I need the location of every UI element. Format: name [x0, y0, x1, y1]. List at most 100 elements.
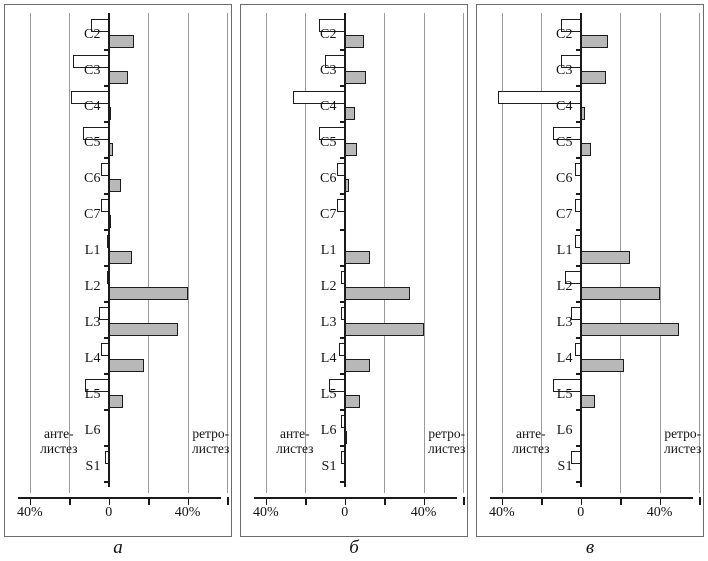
bar-antelisthesis	[104, 451, 109, 464]
bar-retrolisthesis	[344, 107, 355, 120]
bar-rows: C2 C3 C4 C5 C6 C7 L1 L2 L3 L4 L5 L6 S1	[254, 13, 457, 493]
axis-tick	[339, 157, 345, 159]
bar-row: S1	[18, 449, 221, 485]
bar-row: L6	[490, 413, 693, 449]
level-label-l4: L4	[556, 351, 573, 366]
axis-tick	[575, 121, 581, 123]
bar-antelisthesis	[336, 199, 345, 212]
axis-tick	[339, 49, 345, 51]
bar-retrolisthesis	[344, 323, 424, 336]
x-axis-tick	[620, 497, 622, 505]
bar-antelisthesis	[83, 127, 109, 140]
retrolisthesis-caption-line1: ретро-	[192, 425, 230, 441]
chart-panel-a: C2 C3 C4 C5 C6 C7 L1 L2 L3 L4 L5 L6 S1 анте-листез рет…	[0, 0, 236, 561]
level-label-l5: L5	[320, 387, 337, 402]
bar-row: L5	[18, 377, 221, 413]
axis-tick	[339, 337, 345, 339]
level-label-l1: L1	[556, 243, 573, 258]
level-label-l6: L6	[556, 423, 573, 438]
bar-retrolisthesis	[108, 251, 133, 264]
antelisthesis-caption: анте-листез	[496, 426, 566, 456]
bar-antelisthesis	[574, 235, 581, 248]
level-label-c7: C7	[83, 207, 101, 222]
gridline	[148, 13, 150, 493]
gridline	[541, 13, 543, 493]
panel-frame: C2 C3 C4 C5 C6 C7 L1 L2 L3 L4 L5 L6 S1 анте-листез рет…	[476, 4, 704, 537]
x-axis-tick	[501, 497, 504, 505]
bar-row: C3	[490, 53, 693, 89]
bar-row: L6	[254, 413, 457, 449]
bar-antelisthesis	[90, 19, 109, 32]
antelisthesis-caption-line2: листез	[40, 440, 78, 456]
axis-tick	[103, 301, 109, 303]
bar-antelisthesis	[570, 307, 581, 320]
bar-row: L2	[18, 269, 221, 305]
x-axis-line	[254, 497, 457, 499]
axis-tick	[103, 337, 109, 339]
x-axis-tick-label: 40%	[253, 505, 279, 520]
level-label-c4: C4	[555, 99, 573, 114]
axis-tick	[339, 193, 345, 195]
x-axis-tick	[29, 497, 32, 505]
gridline	[423, 13, 425, 493]
bar-row: L2	[254, 269, 457, 305]
x-axis-line	[18, 497, 221, 499]
bar-antelisthesis	[100, 163, 109, 176]
axis-tick	[575, 481, 581, 483]
x-axis-tick	[187, 497, 190, 505]
bar-row: L4	[18, 341, 221, 377]
chart-panel-b: C2 C3 C4 C5 C6 C7 L1 L2 L3 L4 L5 L6 S1 анте-листез рет…	[236, 0, 472, 561]
level-label-l1: L1	[84, 243, 101, 258]
level-label-c6: C6	[83, 171, 101, 186]
axis-tick	[575, 337, 581, 339]
bar-antelisthesis	[574, 343, 581, 356]
level-label-c3: C3	[555, 63, 573, 78]
bar-row: C4	[18, 89, 221, 125]
x-axis-tick	[384, 497, 386, 505]
bar-antelisthesis	[561, 55, 581, 68]
plot-area: C2 C3 C4 C5 C6 C7 L1 L2 L3 L4 L5 L6 S1 анте-листез рет…	[490, 13, 701, 493]
bar-row: L4	[490, 341, 693, 377]
level-label-s1: S1	[557, 459, 573, 474]
bar-retrolisthesis	[108, 323, 178, 336]
x-axis-tick-label: 0	[105, 505, 113, 520]
axis-tick	[339, 373, 345, 375]
axis-tick	[575, 193, 581, 195]
level-label-c3: C3	[319, 63, 337, 78]
bar-retrolisthesis	[344, 71, 367, 84]
axis-tick	[575, 85, 581, 87]
level-label-c5: C5	[319, 135, 337, 150]
x-axis-tick-label: 40%	[17, 505, 43, 520]
axis-tick	[103, 229, 109, 231]
axis-tick	[103, 121, 109, 123]
chart-panel-c: C2 C3 C4 C5 C6 C7 L1 L2 L3 L4 L5 L6 S1 анте-листез рет…	[472, 0, 708, 561]
bar-row: L1	[490, 233, 693, 269]
bar-retrolisthesis	[580, 251, 631, 264]
bar-antelisthesis	[553, 127, 581, 140]
panel-frame: C2 C3 C4 C5 C6 C7 L1 L2 L3 L4 L5 L6 S1 анте-листез рет…	[4, 4, 232, 537]
retrolisthesis-caption-line1: ретро-	[428, 425, 466, 441]
axis-tick	[339, 229, 345, 231]
antelisthesis-caption-line2: листез	[276, 440, 314, 456]
bar-row: C5	[490, 125, 693, 161]
bar-retrolisthesis	[344, 287, 410, 300]
level-label-l5: L5	[556, 387, 573, 402]
bar-row: C6	[490, 161, 693, 197]
gridline	[463, 13, 465, 493]
axis-tick	[575, 409, 581, 411]
antelisthesis-caption-line2: листез	[512, 440, 550, 456]
zero-axis-line	[343, 13, 346, 487]
level-label-c7: C7	[319, 207, 337, 222]
bar-row: C3	[18, 53, 221, 89]
level-label-l3: L3	[84, 315, 101, 330]
level-label-l6: L6	[320, 423, 337, 438]
axis-tick	[575, 229, 581, 231]
bar-retrolisthesis	[580, 323, 680, 336]
x-axis-tick-label: 0	[341, 505, 349, 520]
gridline	[501, 13, 503, 493]
level-label-c3: C3	[83, 63, 101, 78]
bar-row: C2	[254, 17, 457, 53]
bar-antelisthesis	[561, 19, 581, 32]
bar-antelisthesis	[98, 307, 109, 320]
x-axis-tick	[227, 497, 229, 505]
